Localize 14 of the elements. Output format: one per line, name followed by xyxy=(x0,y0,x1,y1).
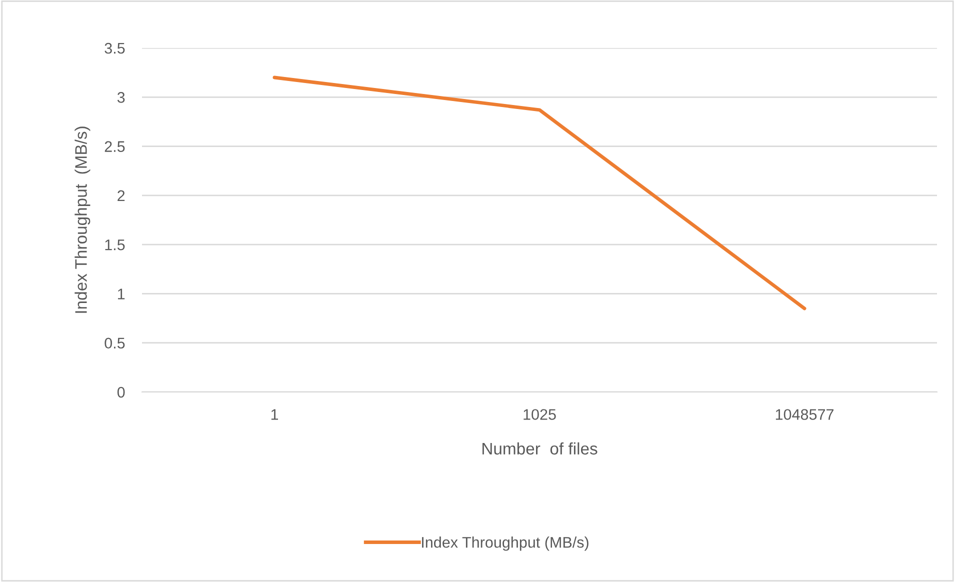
x-tick-label: 1 xyxy=(271,409,278,420)
y-tick-label: 3.5 xyxy=(104,42,125,54)
x-tick-label: 1025 xyxy=(524,409,556,420)
y-tick-label: 2.5 xyxy=(104,141,125,152)
x-axis-title: Number of files xyxy=(482,442,598,455)
legend-label: Index Throughput (MB/s) xyxy=(422,536,588,551)
y-tick-label: 0.5 xyxy=(104,338,125,349)
y-axis-title: Index Throughput (MB/s) xyxy=(74,126,90,313)
y-tick-label: 1 xyxy=(118,288,125,300)
y-tick-label: 0 xyxy=(117,386,125,398)
x-tick-label: 1048577 xyxy=(776,409,834,420)
y-tick-label: 2 xyxy=(118,190,125,201)
y-tick-label: 3 xyxy=(117,92,125,103)
y-tick-label: 1.5 xyxy=(105,240,125,250)
